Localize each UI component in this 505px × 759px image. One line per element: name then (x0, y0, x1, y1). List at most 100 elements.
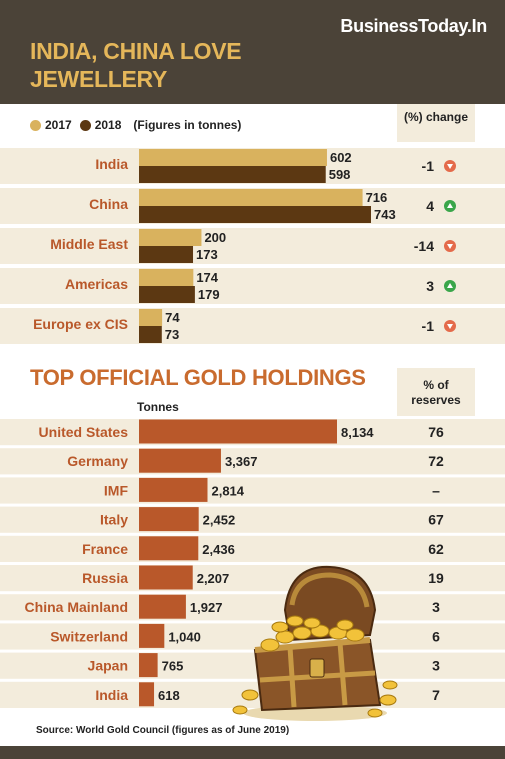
reserves-value: 72 (428, 453, 444, 469)
change-header: (%) change (397, 104, 475, 142)
row-band (0, 535, 505, 562)
holdings-value-label: 3,367 (225, 454, 258, 469)
value-label-2018: 598 (329, 167, 351, 182)
row-band (0, 652, 505, 679)
value-label-2018: 179 (198, 287, 220, 302)
holdings-value-label: 2,814 (211, 483, 244, 498)
country-label: Germany (67, 453, 128, 469)
country-label: France (82, 541, 128, 557)
holdings-value-label: 2,207 (197, 571, 230, 586)
holdings-value-label: 618 (158, 688, 180, 703)
value-label-2018: 73 (165, 327, 179, 342)
row-band (0, 268, 505, 304)
country-label: China Mainland (25, 599, 128, 615)
row-band (0, 594, 505, 621)
row-band (0, 228, 505, 264)
country-label: United States (39, 424, 129, 440)
value-label-2017: 200 (204, 230, 226, 245)
footer-bar (0, 746, 505, 759)
row-band (0, 506, 505, 533)
value-label-2018: 173 (196, 247, 218, 262)
down-arrow-glyph (447, 244, 453, 249)
holdings-value-label: 2,436 (202, 542, 235, 557)
bar-2018 (139, 286, 195, 303)
reserves-value: 19 (428, 570, 444, 586)
row-band (0, 477, 505, 504)
up-arrow-glyph (447, 203, 453, 208)
reserves-value: – (432, 482, 440, 498)
legend-2017-label: 2017 (45, 118, 72, 132)
bar-2018 (139, 166, 326, 183)
category-label: Middle East (50, 236, 128, 252)
reserves-value: 3 (432, 599, 440, 615)
bar-2017 (139, 189, 363, 206)
row-band (0, 308, 505, 344)
down-arrow-glyph (447, 324, 453, 329)
value-label-2017: 174 (196, 270, 218, 285)
source-note: Source: World Gold Council (figures as o… (36, 725, 290, 736)
holdings-bar (139, 507, 199, 532)
value-label-2017: 716 (366, 190, 388, 205)
reserves-value: 62 (428, 541, 444, 557)
change-value: -1 (422, 158, 435, 174)
holdings-value-label: 8,134 (341, 425, 374, 440)
holdings-bar (139, 653, 158, 678)
change-value: 4 (426, 198, 434, 214)
country-label: Russia (82, 570, 128, 586)
reserves-value: 7 (432, 687, 440, 703)
bar-2018 (139, 326, 162, 343)
holdings-bar (139, 448, 221, 473)
category-label: Europe ex CIS (33, 316, 128, 332)
country-label: Japan (88, 658, 128, 674)
holdings-bar (139, 565, 193, 590)
up-arrow-glyph (447, 283, 453, 288)
value-label-2018: 743 (374, 207, 396, 222)
header-banner (0, 0, 505, 104)
bar-2017 (139, 229, 202, 246)
category-label: India (95, 156, 128, 172)
category-label: Americas (65, 276, 128, 292)
bar-2017 (139, 309, 163, 326)
change-value: 3 (426, 278, 434, 294)
reserves-value: 3 (432, 658, 440, 674)
bar-2017 (139, 149, 327, 166)
holdings-bar (139, 623, 165, 648)
reserves-value: 76 (428, 424, 444, 440)
tonnes-label: Tonnes (137, 400, 179, 414)
country-label: Switzerland (50, 628, 128, 644)
value-label-2017: 74 (165, 310, 180, 325)
brand-logo: BusinessToday.In (340, 16, 487, 36)
reserves-value: 67 (428, 512, 444, 528)
row-band (0, 623, 505, 650)
holdings-bar (139, 594, 186, 619)
chart1-legend: 2017 2018 (Figures in tonnes) (30, 118, 241, 132)
bar-2018 (139, 246, 194, 263)
row-band (0, 565, 505, 592)
row-band (0, 448, 505, 475)
bar-2017 (139, 269, 194, 286)
holdings-value-label: 1,927 (190, 600, 223, 615)
treasure-chest-icon (232, 565, 398, 721)
reserves-header: % of reserves (397, 368, 475, 416)
value-label-2017: 602 (330, 150, 352, 165)
holdings-value-label: 2,452 (203, 513, 236, 528)
legend-2018-swatch (79, 119, 91, 131)
country-label: India (95, 687, 128, 703)
country-label: IMF (104, 482, 129, 498)
holdings-value-label: 1,040 (168, 629, 201, 644)
change-value: -1 (422, 318, 435, 334)
reserves-value: 6 (432, 628, 440, 644)
down-arrow-glyph (447, 164, 453, 169)
chart1-title: INDIA, CHINA LOVE JEWELLERY (30, 38, 242, 92)
holdings-bar (139, 536, 199, 561)
holdings-bar (139, 419, 337, 444)
legend-2018-label: 2018 (94, 118, 122, 132)
category-label: China (89, 196, 128, 212)
bar-2018 (139, 206, 371, 223)
country-label: Italy (100, 512, 128, 528)
holdings-bar (139, 682, 155, 707)
holdings-bar (139, 477, 208, 502)
chart2-title: TOP OFFICIAL GOLD HOLDINGS (30, 365, 366, 390)
